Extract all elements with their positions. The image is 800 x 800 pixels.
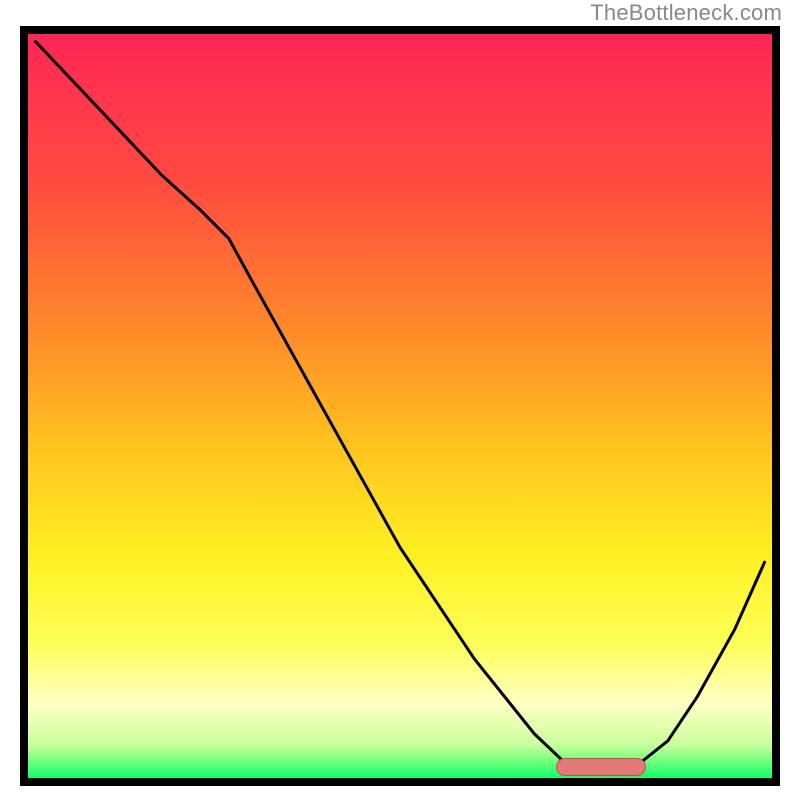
chart-border [20, 26, 780, 786]
figure-root: TheBottleneck.com [0, 0, 800, 800]
watermark-text: TheBottleneck.com [590, 0, 782, 26]
